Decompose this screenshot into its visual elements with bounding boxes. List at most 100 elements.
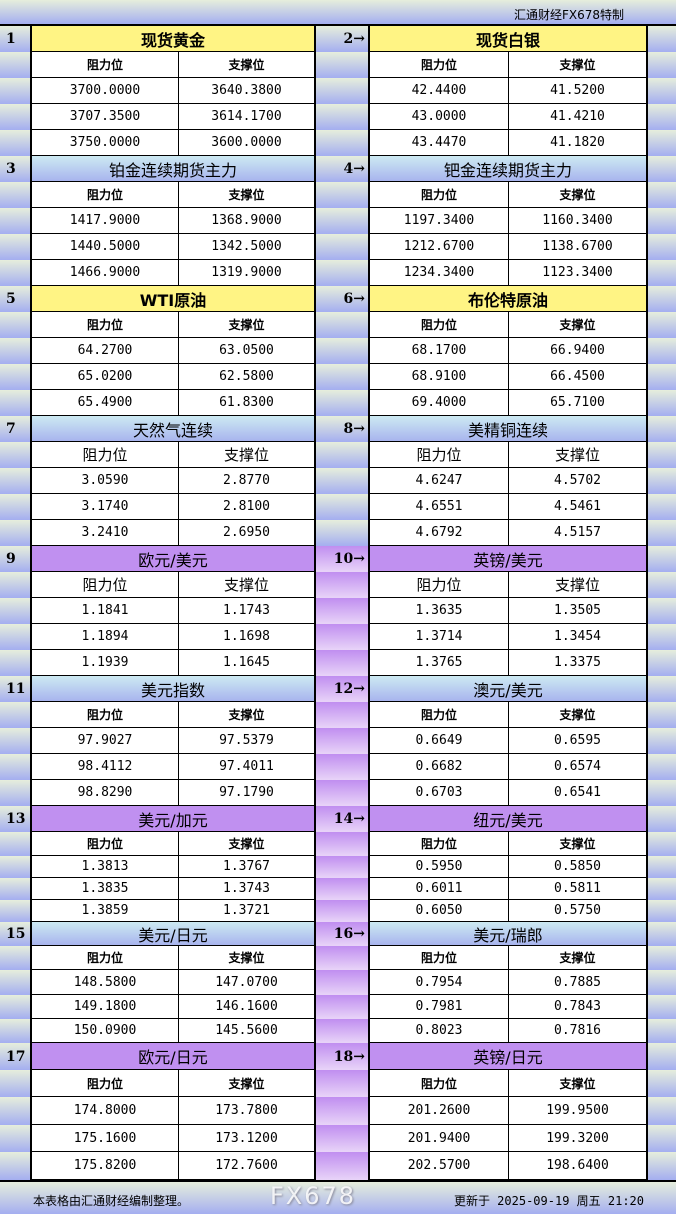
middle-strip — [316, 598, 368, 624]
resistance-header: 阻力位 — [368, 946, 509, 970]
middle-strip — [316, 338, 368, 364]
resistance-value: 175.8200 — [30, 1152, 179, 1180]
right-strip — [648, 624, 676, 650]
resistance-value: 1440.5000 — [30, 234, 179, 260]
resistance-value: 0.7954 — [368, 970, 509, 995]
section-number: 17 — [6, 1048, 26, 1065]
right-strip — [648, 312, 676, 338]
support-header: 支撑位 — [179, 1070, 316, 1097]
section-row: 3.1740 2.8100 4.6551 4.5461 — [0, 494, 676, 520]
middle-strip — [316, 104, 368, 130]
left-strip — [0, 260, 30, 286]
resistance-value: 64.2700 — [30, 338, 179, 364]
instrument-title: 美元/加元 — [30, 806, 316, 832]
right-strip — [648, 1043, 676, 1070]
section-row: 4→ 3 铂金连续期货主力 钯金连续期货主力 — [0, 156, 676, 182]
right-strip — [648, 156, 676, 182]
left-strip — [0, 728, 30, 754]
instrument-title: 澳元/美元 — [368, 676, 648, 702]
instrument-title: 天然气连续 — [30, 416, 316, 442]
right-strip — [648, 702, 676, 728]
instrument-title: 美元指数 — [30, 676, 316, 702]
support-header: 支撑位 — [179, 702, 316, 728]
middle-strip — [316, 970, 368, 995]
section-row: 98.4112 97.4011 0.6682 0.6574 — [0, 754, 676, 780]
middle-strip — [316, 52, 368, 78]
resistance-value: 1197.3400 — [368, 208, 509, 234]
section-number: 7 — [6, 421, 16, 437]
resistance-value: 1.1841 — [30, 598, 179, 624]
section-number: 12→ — [333, 681, 365, 697]
section-row: 1466.9000 1319.9000 1234.3400 1123.3400 — [0, 260, 676, 286]
middle-strip — [316, 364, 368, 390]
left-strip — [0, 312, 30, 338]
resistance-header: 阻力位 — [368, 442, 509, 468]
section-row: 1.3835 1.3743 0.6011 0.5811 — [0, 878, 676, 900]
right-strip — [648, 1152, 676, 1180]
resistance-header: 阻力位 — [368, 702, 509, 728]
resistance-value: 0.6649 — [368, 728, 509, 754]
section-row: 14→ 13 美元/加元 纽元/美元 — [0, 806, 676, 832]
support-value: 0.7885 — [509, 970, 648, 995]
support-header: 支撑位 — [509, 52, 648, 78]
left-strip — [0, 702, 30, 728]
section-number: 1 — [6, 31, 16, 47]
right-strip — [648, 494, 676, 520]
section-row: 3.0590 2.8770 4.6247 4.5702 — [0, 468, 676, 494]
resistance-value: 0.8023 — [368, 1019, 509, 1043]
right-strip — [648, 856, 676, 878]
right-strip — [648, 650, 676, 676]
instrument-title: 美元/瑞郎 — [368, 922, 648, 946]
instrument-title: WTI原油 — [30, 286, 316, 312]
middle-strip — [316, 1097, 368, 1125]
resistance-value: 0.7981 — [368, 995, 509, 1019]
support-header: 支撑位 — [509, 572, 648, 598]
middle-strip: 6→ — [316, 286, 368, 312]
resistance-value: 201.2600 — [368, 1097, 509, 1125]
support-value: 63.0500 — [179, 338, 316, 364]
middle-strip: 10→ — [316, 546, 368, 572]
middle-strip — [316, 754, 368, 780]
section-row: 2→ 1 现货黄金 现货白银 — [0, 26, 676, 52]
resistance-value: 97.9027 — [30, 728, 179, 754]
resistance-header: 阻力位 — [368, 182, 509, 208]
resistance-value: 69.4000 — [368, 390, 509, 416]
resistance-value: 68.1700 — [368, 338, 509, 364]
left-strip — [0, 946, 30, 970]
right-strip — [648, 208, 676, 234]
resistance-value: 1466.9000 — [30, 260, 179, 286]
resistance-value: 1.3765 — [368, 650, 509, 676]
support-value: 62.5800 — [179, 364, 316, 390]
resistance-value: 3750.0000 — [30, 130, 179, 156]
resistance-value: 4.6551 — [368, 494, 509, 520]
support-value: 41.5200 — [509, 78, 648, 104]
resistance-header: 阻力位 — [30, 182, 179, 208]
section-number: 8→ — [343, 421, 365, 437]
resistance-value: 175.1600 — [30, 1125, 179, 1152]
middle-strip: 2→ — [316, 26, 368, 52]
support-value: 2.8770 — [179, 468, 316, 494]
resistance-value: 1.3635 — [368, 598, 509, 624]
resistance-header: 阻力位 — [368, 52, 509, 78]
section-row: 65.0200 62.5800 68.9100 66.4500 — [0, 364, 676, 390]
support-header: 支撑位 — [509, 182, 648, 208]
left-strip — [0, 1043, 30, 1070]
support-header: 支撑位 — [509, 442, 648, 468]
support-value: 3600.0000 — [179, 130, 316, 156]
middle-strip: 14→ — [316, 806, 368, 832]
instrument-title: 现货白银 — [368, 26, 648, 52]
left-strip — [0, 878, 30, 900]
resistance-value: 4.6792 — [368, 520, 509, 546]
right-strip — [648, 546, 676, 572]
section-row: 1.3859 1.3721 0.6050 0.5750 — [0, 900, 676, 922]
right-strip — [648, 832, 676, 856]
left-strip — [0, 1070, 30, 1097]
support-value: 0.5750 — [509, 900, 648, 922]
support-value: 97.1790 — [179, 780, 316, 806]
section-number: 13 — [6, 811, 26, 827]
section-row: 阻力位 支撑位 阻力位 支撑位 — [0, 946, 676, 970]
support-value: 173.7800 — [179, 1097, 316, 1125]
section-row: 1.1894 1.1698 1.3714 1.3454 — [0, 624, 676, 650]
instrument-title: 美精铜连续 — [368, 416, 648, 442]
resistance-value: 68.9100 — [368, 364, 509, 390]
